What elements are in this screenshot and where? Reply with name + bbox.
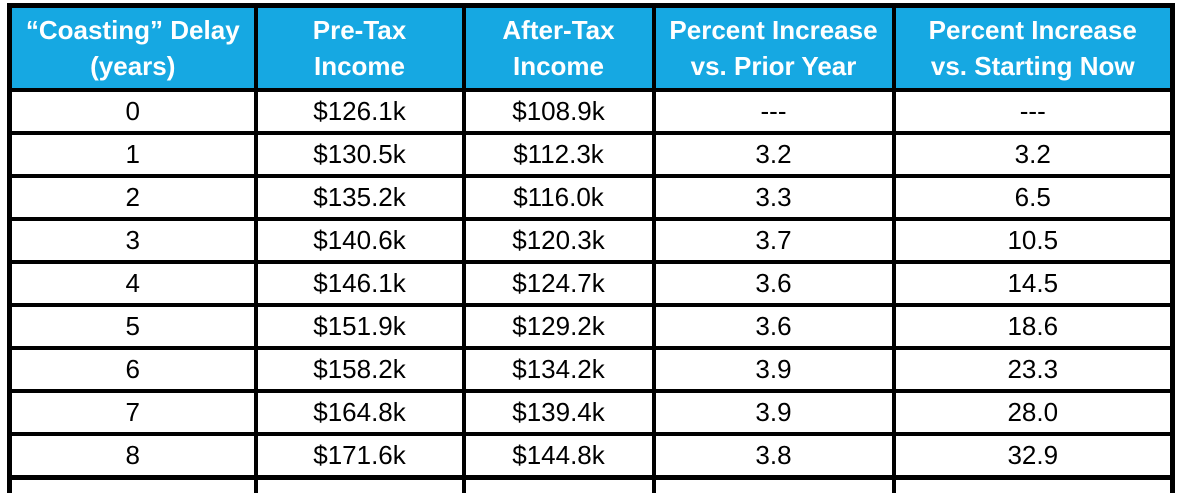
header-line: vs. Starting Now xyxy=(930,51,1135,81)
table-cell-delay: 8 xyxy=(7,432,258,480)
table-cell-pretax: $158.2k xyxy=(253,346,466,393)
table-cell-pct-now: 28.0 xyxy=(891,389,1175,436)
table-cell xyxy=(253,475,466,493)
table-cell xyxy=(461,475,656,493)
table-cell-pct-prior: 3.8 xyxy=(651,432,896,480)
table-cell-pretax: $130.5k xyxy=(253,131,466,178)
table-cell-pct-now: 14.5 xyxy=(891,260,1175,307)
table-cell-aftertax: $116.0k xyxy=(461,174,656,221)
table-cell-aftertax: $124.7k xyxy=(461,260,656,307)
column-header-percent-increase-prior-year: Percent Increase vs. Prior Year xyxy=(651,3,896,92)
table-cell-pct-now: --- xyxy=(891,88,1175,135)
table-cell xyxy=(7,475,258,493)
table-cell-pct-prior: 3.6 xyxy=(651,303,896,350)
table-cell-pct-now: 6.5 xyxy=(891,174,1175,221)
table-cell-pretax: $126.1k xyxy=(253,88,466,135)
table-cell-pretax: $171.6k xyxy=(253,432,466,480)
column-header-percent-increase-starting-now: Percent Increase vs. Starting Now xyxy=(891,3,1175,92)
table-cell-aftertax: $129.2k xyxy=(461,303,656,350)
table-cell-pct-now: 32.9 xyxy=(891,432,1175,480)
table-row: 0 $126.1k $108.9k --- --- xyxy=(7,88,1175,135)
table-row: 7 $164.8k $139.4k 3.9 28.0 xyxy=(7,389,1175,436)
column-header-pre-tax-income: Pre-Tax Income xyxy=(253,3,466,92)
table-row: 1 $130.5k $112.3k 3.2 3.2 xyxy=(7,131,1175,178)
table-row: 5 $151.9k $129.2k 3.6 18.6 xyxy=(7,303,1175,350)
table-cell-pct-prior: 3.6 xyxy=(651,260,896,307)
column-header-after-tax-income: After-Tax Income xyxy=(461,3,656,92)
header-line: After-Tax xyxy=(502,14,615,45)
table-cell-pretax: $151.9k xyxy=(253,303,466,350)
table-cell-delay: 7 xyxy=(7,389,258,436)
table-row: 2 $135.2k $116.0k 3.3 6.5 xyxy=(7,174,1175,221)
table-row: 3 $140.6k $120.3k 3.7 10.5 xyxy=(7,217,1175,264)
table-cell-pretax: $140.6k xyxy=(253,217,466,264)
table-cell-pct-prior: 3.2 xyxy=(651,131,896,178)
column-header-coasting-delay: “Coasting” Delay (years) xyxy=(7,3,258,92)
table-cell-pct-prior: --- xyxy=(651,88,896,135)
table-cell-pct-prior: 3.7 xyxy=(651,217,896,264)
table-cell-aftertax: $139.4k xyxy=(461,389,656,436)
table-cell xyxy=(651,475,896,493)
table-header-row: “Coasting” Delay (years) Pre-Tax Income … xyxy=(7,3,1175,92)
header-line: (years) xyxy=(90,51,176,81)
table-cell-aftertax: $112.3k xyxy=(461,131,656,178)
table-cell-pct-now: 10.5 xyxy=(891,217,1175,264)
income-table: “Coasting” Delay (years) Pre-Tax Income … xyxy=(7,3,1175,493)
clipped-next-row xyxy=(7,475,1175,493)
table-cell-delay: 4 xyxy=(7,260,258,307)
table-cell-aftertax: $120.3k xyxy=(461,217,656,264)
table-cell-pretax: $146.1k xyxy=(253,260,466,307)
table-row: 6 $158.2k $134.2k 3.9 23.3 xyxy=(7,346,1175,393)
header-line: Pre-Tax xyxy=(312,14,407,45)
table-cell-pct-prior: 3.9 xyxy=(651,346,896,393)
table-cell-pct-prior: 3.3 xyxy=(651,174,896,221)
table-cell-delay: 1 xyxy=(7,131,258,178)
header-line: Income xyxy=(313,51,406,81)
table-cell-delay: 0 xyxy=(7,88,258,135)
header-line: Percent Increase xyxy=(669,14,878,45)
table-cell-aftertax: $108.9k xyxy=(461,88,656,135)
header-line: “Coasting” Delay xyxy=(25,14,240,45)
table-cell-delay: 2 xyxy=(7,174,258,221)
table-cell-pretax: $135.2k xyxy=(253,174,466,221)
header-line: Percent Increase xyxy=(928,14,1137,45)
table-cell xyxy=(891,475,1175,493)
table-cell-delay: 6 xyxy=(7,346,258,393)
table-cell-pct-now: 23.3 xyxy=(891,346,1175,393)
table-cell-pretax: $164.8k xyxy=(253,389,466,436)
table-cell-pct-now: 18.6 xyxy=(891,303,1175,350)
header-line: vs. Prior Year xyxy=(690,51,857,81)
table-cell-pct-prior: 3.9 xyxy=(651,389,896,436)
table-cell-delay: 5 xyxy=(7,303,258,350)
table-cell-aftertax: $134.2k xyxy=(461,346,656,393)
table-row: 8 $171.6k $144.8k 3.8 32.9 xyxy=(7,432,1175,480)
header-line: Income xyxy=(512,51,605,81)
table-cell-delay: 3 xyxy=(7,217,258,264)
table-cell-pct-now: 3.2 xyxy=(891,131,1175,178)
table-row: 4 $146.1k $124.7k 3.6 14.5 xyxy=(7,260,1175,307)
table-cell-aftertax: $144.8k xyxy=(461,432,656,480)
